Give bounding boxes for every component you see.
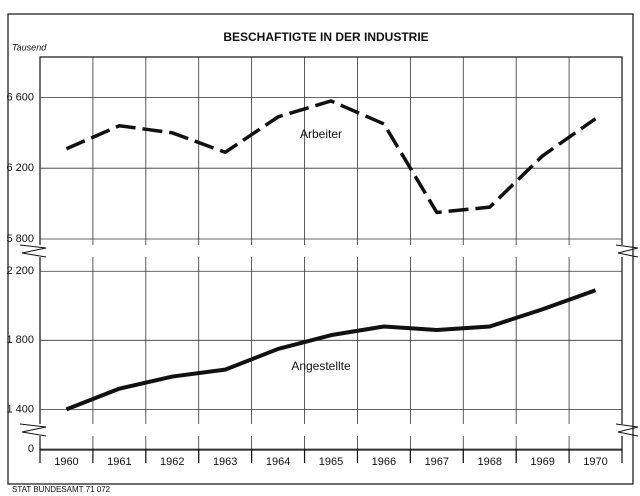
- x-tick-label: 1960: [54, 456, 78, 468]
- x-tick-label: 1969: [530, 456, 554, 468]
- y-tick-label: 1 800: [6, 334, 34, 346]
- series-label: Arbeiter: [300, 127, 342, 141]
- y-tick-label: 0: [28, 443, 34, 455]
- chart-title: BESCHAFTIGTE IN DER INDUSTRIE: [223, 30, 428, 44]
- y-axis-label: Tausend: [12, 42, 47, 52]
- x-tick-label: 1961: [107, 456, 131, 468]
- x-tick-label: 1967: [425, 456, 449, 468]
- break-mark: [615, 244, 639, 258]
- break-mark: [19, 423, 47, 437]
- x-tick-label: 1963: [213, 456, 237, 468]
- x-tick-label: 1968: [477, 456, 501, 468]
- x-tick-label: 1970: [583, 456, 607, 468]
- source: STAT BUNDESAMT 71 072: [12, 485, 111, 494]
- break-gap: [30, 245, 630, 257]
- break-mark: [19, 244, 47, 258]
- y-tick-label: 6 200: [6, 162, 34, 174]
- series-label: Angestellte: [291, 359, 351, 373]
- y-tick-label: 2 200: [6, 265, 34, 277]
- break-gap: [30, 424, 630, 436]
- break-mark: [615, 423, 639, 437]
- y-tick-label: 5 800: [6, 233, 34, 245]
- y-tick-label: 1 400: [6, 403, 34, 415]
- x-tick-label: 1964: [266, 456, 290, 468]
- y-tick-label: 6 600: [6, 91, 34, 103]
- x-tick-label: 1962: [160, 456, 184, 468]
- series-line: [65, 99, 597, 215]
- x-tick-label: 1966: [372, 456, 396, 468]
- x-tick-label: 1965: [319, 456, 343, 468]
- series-line: [65, 288, 597, 412]
- axis-breaks: [19, 244, 639, 437]
